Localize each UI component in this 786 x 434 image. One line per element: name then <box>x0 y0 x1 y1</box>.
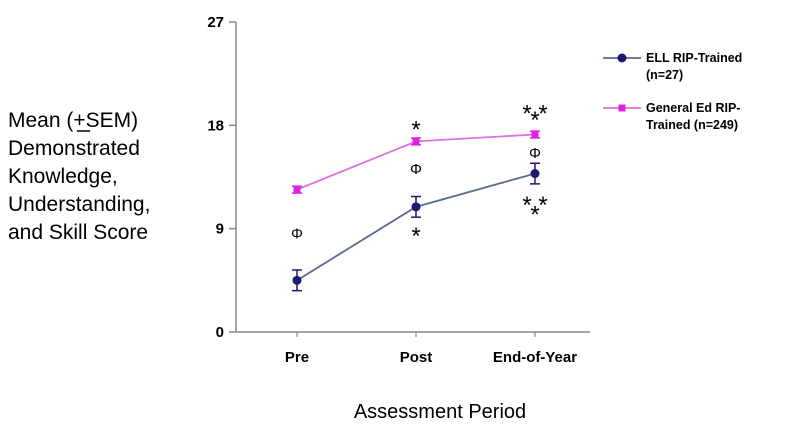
y-label-line: Demonstrated <box>8 137 140 160</box>
y-tick-label: 18 <box>207 117 224 134</box>
legend-label: ELL RIP-Trained <box>646 51 742 65</box>
legend-entry-1: General Ed RIP- Trained (n=249) <box>603 101 740 132</box>
y-label-line: Knowledge, <box>8 165 118 188</box>
y-tick-label: 27 <box>207 14 224 31</box>
y-tick-label: 0 <box>216 324 224 341</box>
y-label-line: Mean (+SEM) <box>8 109 138 132</box>
series-0 <box>292 162 540 292</box>
legend-label: General Ed RIP- <box>646 101 740 115</box>
data-point <box>531 131 539 139</box>
plot-area <box>292 130 540 292</box>
significance-star: * <box>411 223 420 250</box>
data-point <box>412 137 420 145</box>
legend-label: (n=27) <box>646 68 683 82</box>
y-label-line: and Skill Score <box>8 221 148 244</box>
x-axis-title: Assessment Period <box>354 401 526 423</box>
y-axis-label: Mean (+SEM) Demonstrated Knowledge, Underst… <box>8 109 150 244</box>
x-ticks: Pre Post End-of-Year <box>285 332 577 366</box>
legend: ELL RIP-Trained (n=27) General Ed RIP- Trai… <box>603 51 742 132</box>
data-point <box>292 275 302 285</box>
annotations: ΦΦΦ*** *** ** <box>291 100 548 250</box>
data-point <box>411 202 421 212</box>
phi-annotation: Φ <box>410 161 422 178</box>
y-ticks: 0 9 18 27 <box>207 14 236 341</box>
y-tick-label: 9 <box>216 221 224 238</box>
significance-star: * <box>411 116 420 143</box>
y-label-line: Understanding, <box>8 193 150 216</box>
significance-star: * <box>530 107 539 134</box>
significance-star: * <box>530 201 539 228</box>
x-tick-label: Pre <box>285 349 309 366</box>
data-point <box>530 169 540 179</box>
legend-marker <box>617 53 627 63</box>
legend-label: Trained (n=249) <box>646 118 738 132</box>
phi-annotation: Φ <box>529 145 541 162</box>
data-point <box>293 186 301 194</box>
legend-entry-0: ELL RIP-Trained (n=27) <box>603 51 742 82</box>
x-tick-label: Post <box>400 349 433 366</box>
phi-annotation: Φ <box>291 225 303 242</box>
significance-star: * * <box>522 100 547 127</box>
significance-star: * * <box>522 192 547 219</box>
series-1 <box>292 130 540 194</box>
x-tick-label: End-of-Year <box>493 349 577 366</box>
legend-marker <box>618 104 626 112</box>
